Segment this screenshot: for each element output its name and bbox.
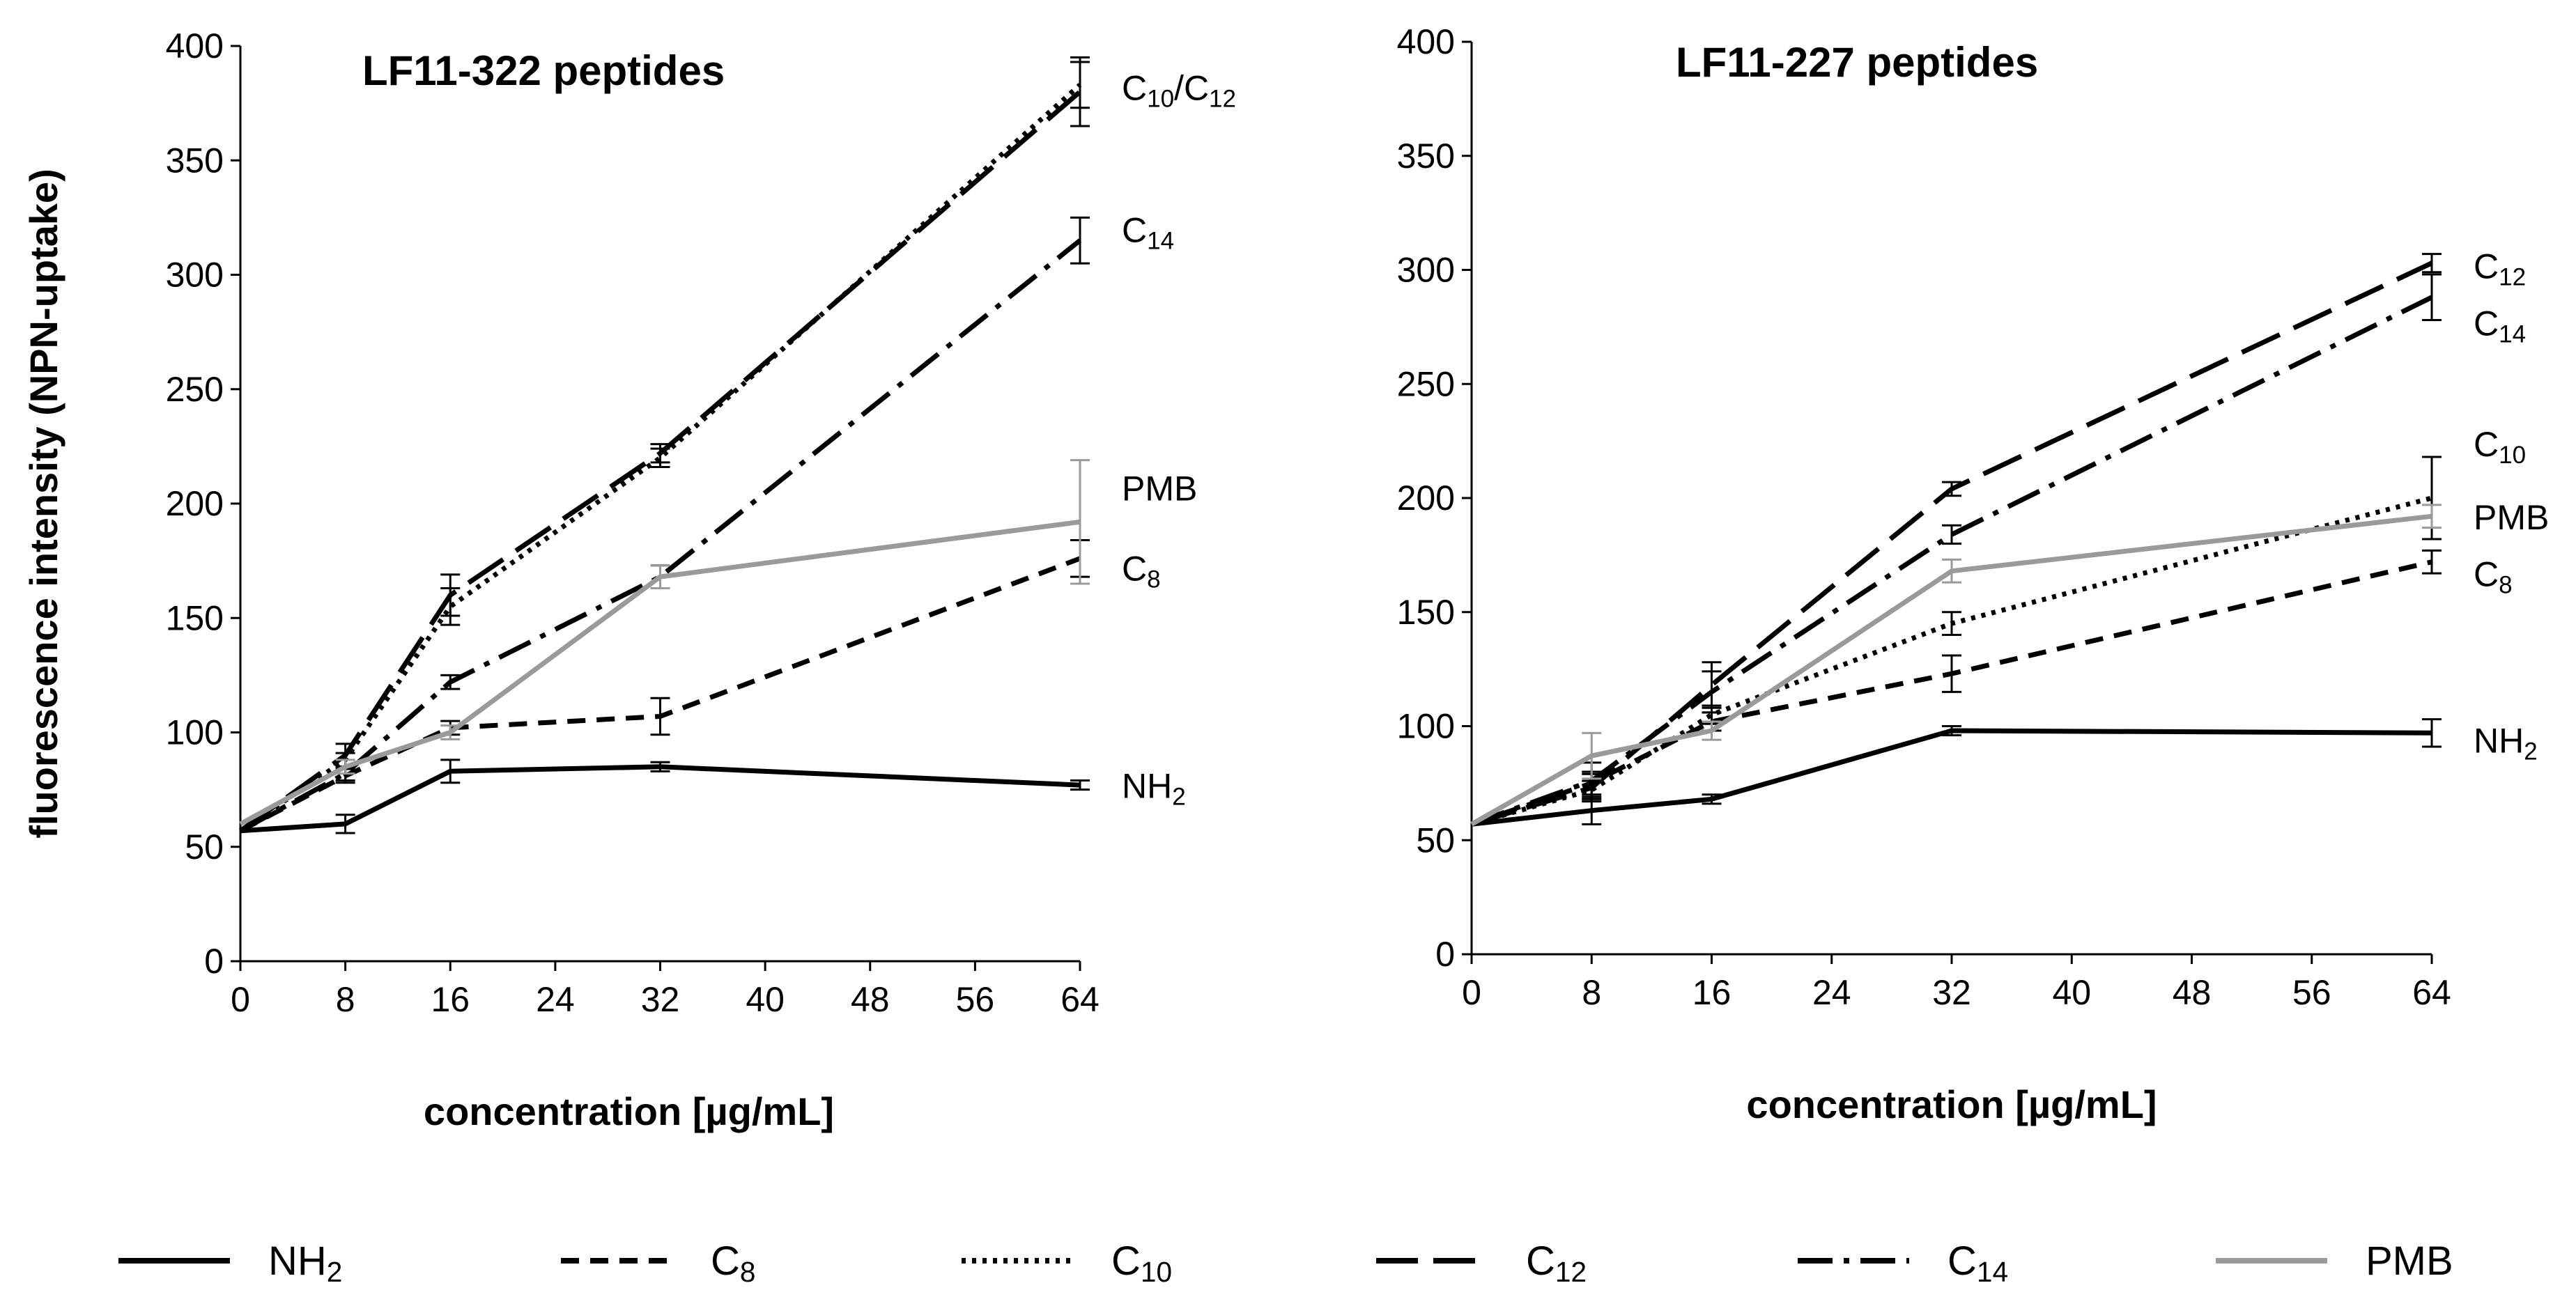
y-tick-label: 50 bbox=[1416, 821, 1455, 860]
legend-label: PMB bbox=[2366, 1238, 2453, 1284]
series-end-label: C8 bbox=[2474, 555, 2513, 599]
y-tick-label: 350 bbox=[1397, 137, 1455, 176]
y-tick-label: 200 bbox=[166, 484, 224, 523]
chart-title: LF11-227 peptides bbox=[1676, 39, 2038, 86]
y-tick-label: 150 bbox=[166, 598, 224, 637]
x-tick-label: 24 bbox=[536, 980, 575, 1019]
series-pmb bbox=[1470, 504, 2442, 827]
legend-label: C8 bbox=[711, 1238, 755, 1288]
x-axis-label: concentration [µg/mL] bbox=[1746, 1082, 2157, 1126]
chart-title: LF11-322 peptides bbox=[362, 47, 725, 94]
series-end-label: C8 bbox=[1122, 550, 1161, 593]
y-tick-label: 300 bbox=[166, 256, 224, 295]
x-tick-label: 24 bbox=[1812, 973, 1851, 1012]
series-line-c12 bbox=[238, 90, 1082, 833]
x-tick-label: 32 bbox=[641, 980, 680, 1019]
x-tick-label: 64 bbox=[2412, 973, 2451, 1012]
series-line-pmb bbox=[1470, 513, 2432, 827]
series-end-label: C10 bbox=[2474, 425, 2526, 469]
x-tick-label: 16 bbox=[431, 980, 470, 1019]
y-tick-label: 300 bbox=[1397, 251, 1455, 290]
series-line-c8 bbox=[239, 556, 1081, 833]
x-tick-label: 40 bbox=[746, 980, 785, 1019]
y-tick-label: 150 bbox=[1397, 593, 1455, 632]
series-line-nh2 bbox=[240, 764, 1081, 834]
x-tick-label: 56 bbox=[2292, 973, 2331, 1012]
x-tick-label: 32 bbox=[1932, 973, 1971, 1012]
x-tick-label: 8 bbox=[1582, 973, 1601, 1012]
series-line-c14 bbox=[1470, 295, 2433, 827]
y-tick-label: 200 bbox=[1397, 479, 1455, 518]
series-line-c12 bbox=[1470, 261, 2433, 827]
series-end-label: C12 bbox=[2474, 247, 2526, 291]
y-tick-label: 250 bbox=[1397, 364, 1455, 403]
y-tick-label: 100 bbox=[166, 713, 224, 752]
series-c8 bbox=[1470, 549, 2442, 827]
series-end-label: C14 bbox=[2474, 304, 2526, 348]
x-tick-label: 64 bbox=[1061, 980, 1100, 1019]
series-nh2 bbox=[240, 759, 1090, 834]
x-tick-label: 56 bbox=[956, 980, 995, 1019]
series-end-label: NH2 bbox=[2474, 722, 2538, 765]
x-tick-label: 0 bbox=[1462, 973, 1481, 1012]
legend: NH2 C8 C10 C12 C14 PMB bbox=[118, 1238, 2453, 1288]
y-axis-label: fluorescence intensity (NPN-uptake) bbox=[22, 169, 65, 839]
series-c8 bbox=[239, 539, 1090, 833]
x-tick-label: 48 bbox=[851, 980, 890, 1019]
series-end-label: C14 bbox=[1122, 210, 1174, 254]
x-axis-label: concentration [µg/mL] bbox=[424, 1089, 834, 1133]
series-line-pmb bbox=[239, 519, 1081, 826]
series-c14 bbox=[239, 216, 1090, 833]
y-tick-label: 100 bbox=[1397, 707, 1455, 746]
series-end-label: PMB bbox=[1122, 469, 1197, 508]
y-tick-label: 400 bbox=[1397, 22, 1455, 61]
series-c14 bbox=[1470, 273, 2442, 827]
y-tick-label: 250 bbox=[166, 370, 224, 409]
legend-label: C12 bbox=[1526, 1238, 1587, 1288]
y-tick-label: 350 bbox=[166, 141, 224, 180]
series-line-c8 bbox=[1470, 559, 2432, 827]
y-tick-label: 0 bbox=[1435, 935, 1455, 974]
series-end-label: NH2 bbox=[1122, 767, 1186, 811]
x-tick-label: 0 bbox=[231, 980, 250, 1019]
y-tick-label: 0 bbox=[204, 942, 224, 981]
legend-label: NH2 bbox=[268, 1238, 342, 1288]
chart-panel-1: 0 50 100 150 200 250 300 350 400 0 8 16 24 32 40 48 56 64… bbox=[22, 26, 1236, 1133]
x-tick-label: 16 bbox=[1692, 973, 1732, 1012]
series-end-label: PMB bbox=[2474, 498, 2549, 537]
series-c12 bbox=[238, 56, 1090, 833]
x-tick-label: 40 bbox=[2052, 973, 2091, 1012]
y-tick-label: 400 bbox=[166, 26, 224, 65]
series-end-label: C10/C12 bbox=[1122, 69, 1236, 113]
legend-label: C14 bbox=[1948, 1238, 2008, 1288]
series-line-c14 bbox=[239, 238, 1082, 833]
series-line-nh2 bbox=[1471, 728, 2432, 827]
y-tick-label: 50 bbox=[185, 827, 224, 866]
legend-label: C10 bbox=[1111, 1238, 1172, 1288]
series-pmb bbox=[239, 459, 1090, 826]
x-tick-label: 8 bbox=[336, 980, 355, 1019]
series-c12 bbox=[1470, 253, 2442, 827]
chart-panel-2: 0 50 100 150 200 250 300 350 400 0 8 16 24 32 40 48 56 64… bbox=[1397, 22, 2550, 1126]
x-tick-label: 48 bbox=[2173, 973, 2212, 1012]
